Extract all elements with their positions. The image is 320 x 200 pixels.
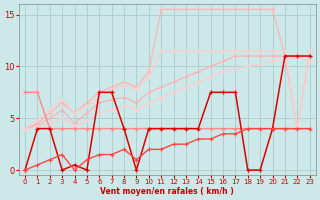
X-axis label: Vent moyen/en rafales ( km/h ): Vent moyen/en rafales ( km/h ) — [100, 187, 234, 196]
